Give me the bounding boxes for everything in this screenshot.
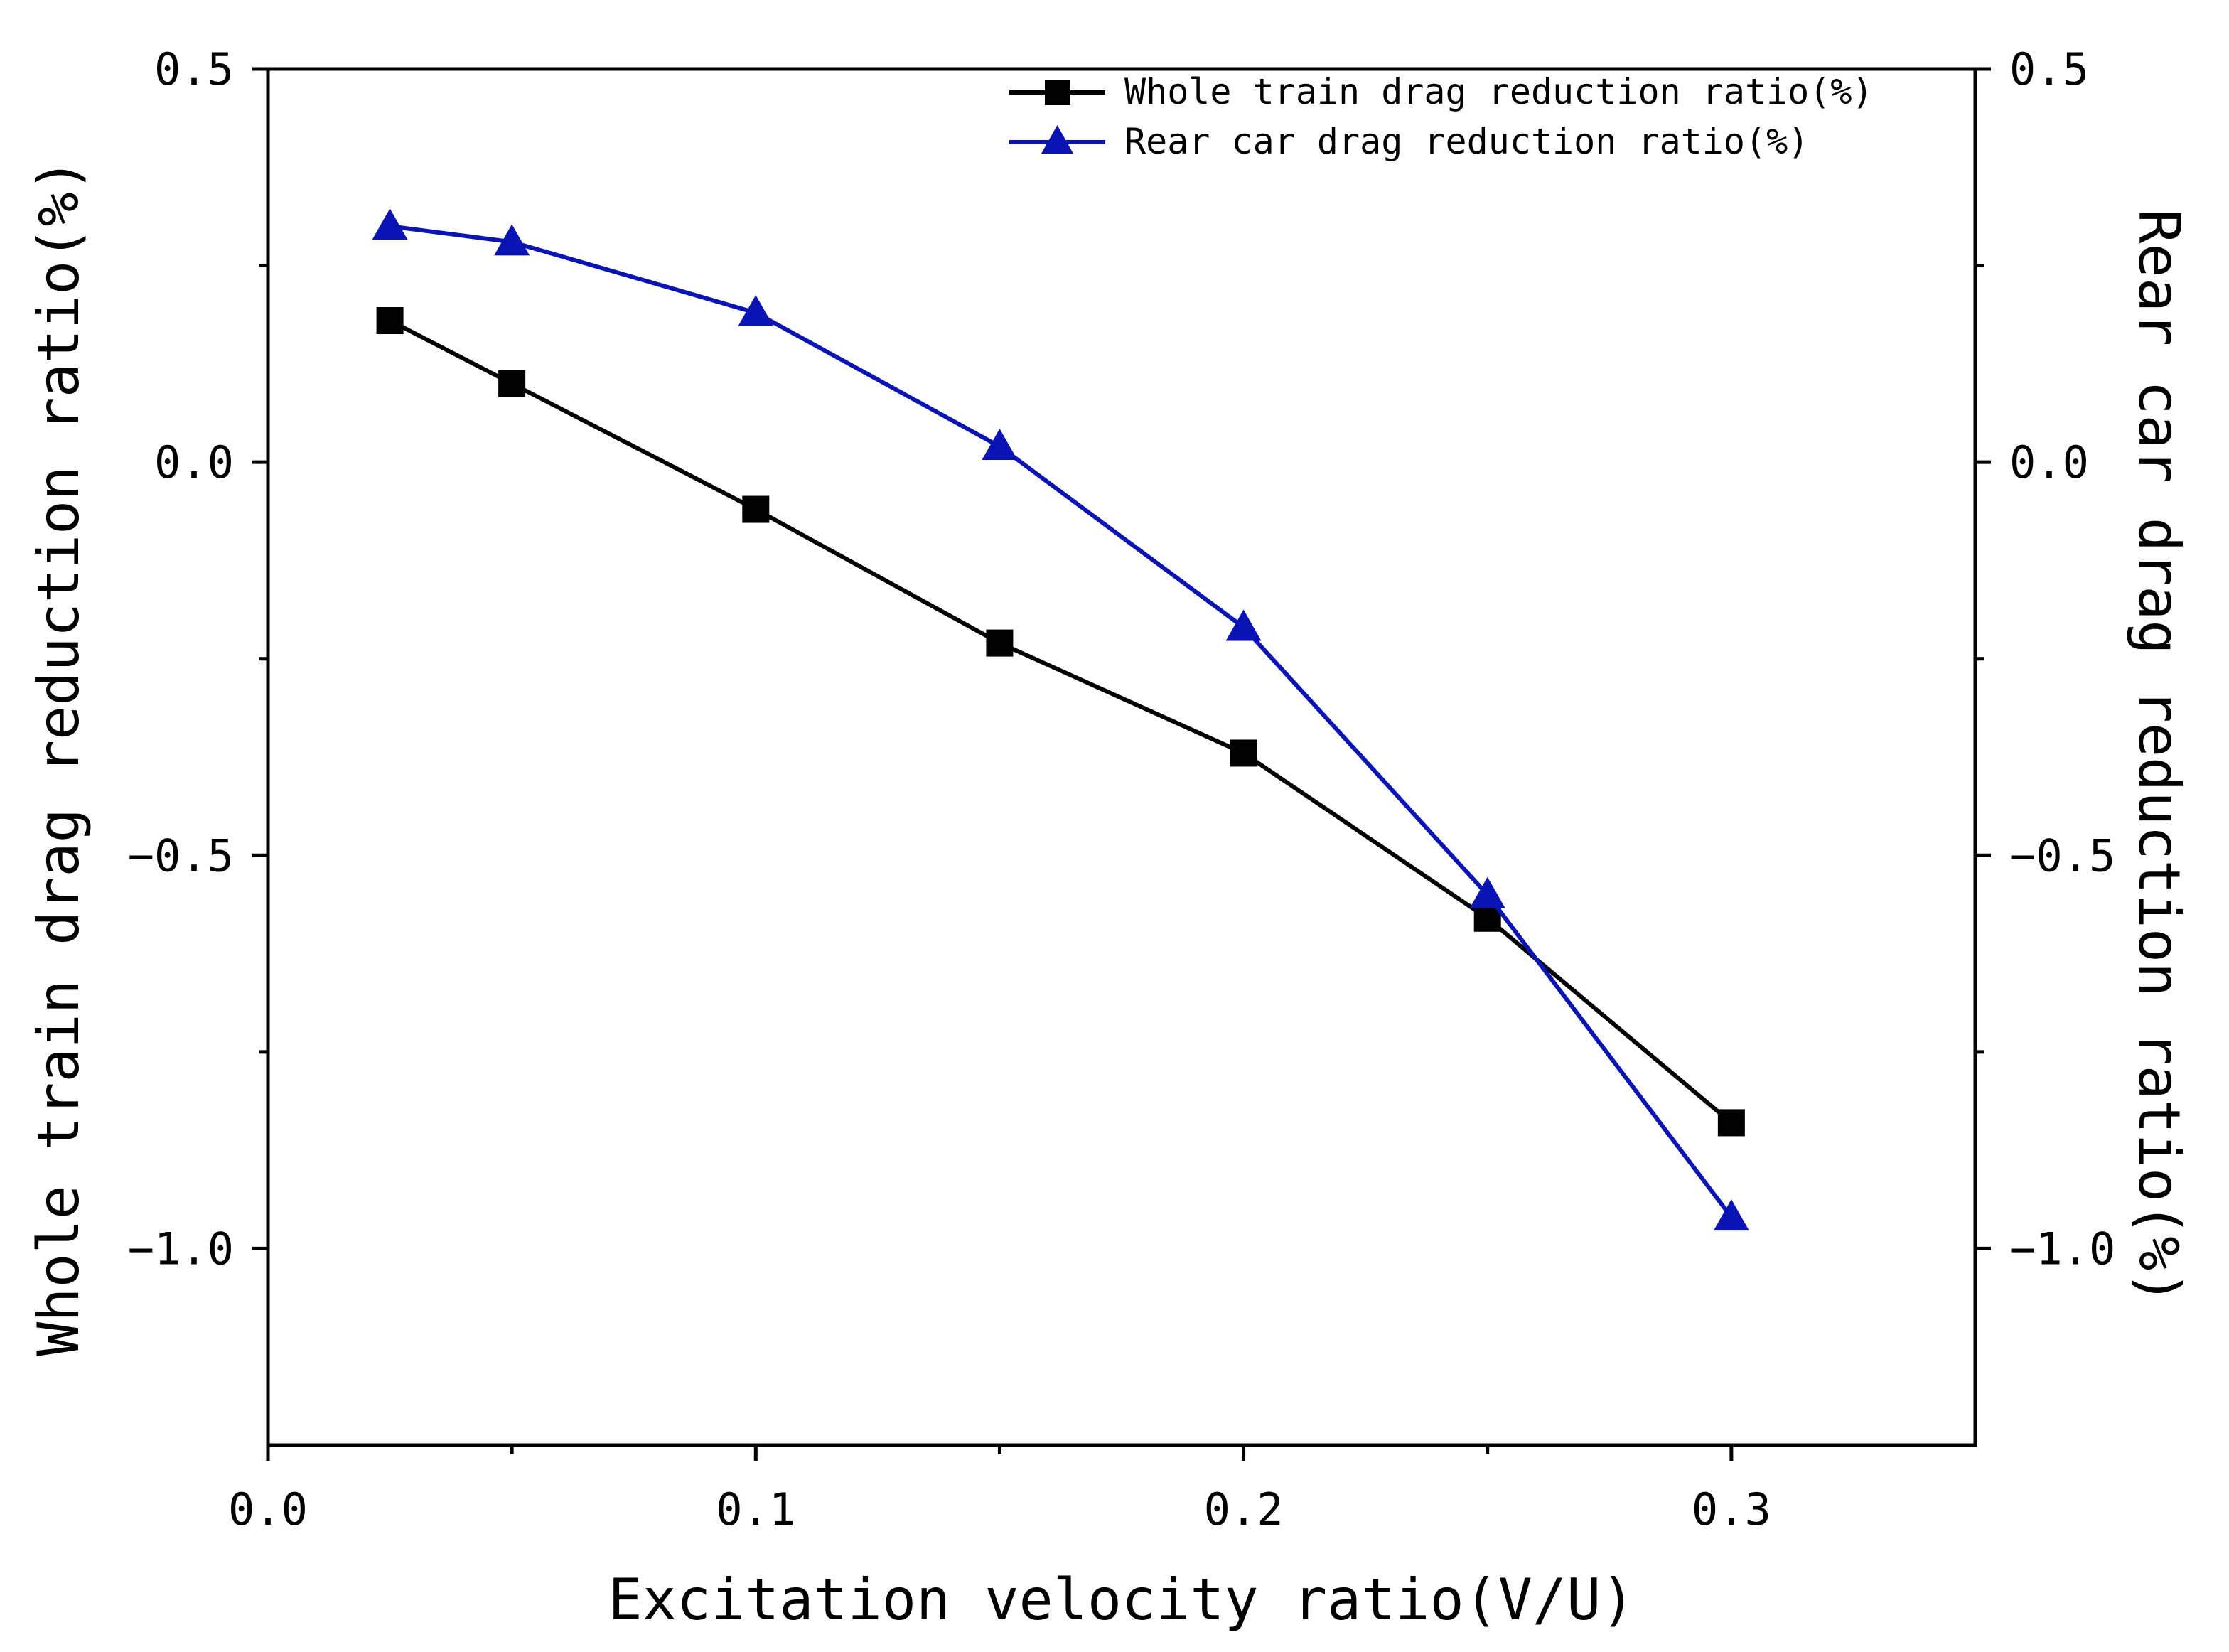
legend-item-whole-train[interactable]: Whole train drag reduction ratio(%) (1009, 71, 1874, 112)
y-right-tick-label: −0.5 (2009, 830, 2115, 881)
legend-label-whole-train: Whole train drag reduction ratio(%) (1124, 71, 1874, 112)
ticks (252, 67, 1991, 1461)
legend: Whole train drag reduction ratio(%) Rear… (1009, 71, 1874, 162)
data-point-whole-train (742, 495, 770, 523)
y-right-tick-label: 0.0 (2009, 436, 2089, 488)
x-tick-label: 0.3 (1692, 1484, 1771, 1535)
data-point-rear-car (738, 294, 774, 326)
legend-marker-triangle (1041, 125, 1073, 154)
data-point-whole-train (498, 370, 526, 397)
y-left-tick-label: 0.5 (154, 43, 234, 95)
x-tick-label: 0.1 (716, 1484, 795, 1535)
data-point-rear-car (982, 429, 1018, 461)
y-right-tick-label: −1.0 (2009, 1223, 2115, 1275)
right-y-axis-title: Rear car drag reduction ratio(%) (2126, 209, 2192, 1304)
data-point-rear-car (494, 224, 530, 256)
data-point-rear-car (372, 208, 408, 240)
data-point-rear-car (1469, 876, 1505, 908)
series-layer (372, 208, 1749, 1231)
data-point-rear-car (1713, 1199, 1749, 1231)
y-right-tick-label: 0.5 (2009, 43, 2089, 95)
x-tick-label: 0.2 (1204, 1484, 1284, 1535)
data-point-whole-train (1230, 739, 1257, 767)
x-axis-title: Excitation velocity ratio(V/U) (608, 1567, 1636, 1633)
x-tick-label: 0.0 (228, 1484, 308, 1535)
data-point-whole-train (986, 629, 1014, 657)
legend-label-rear-car: Rear car drag reduction ratio(%) (1124, 121, 1809, 162)
y-left-tick-label: 0.0 (154, 436, 234, 488)
y-left-tick-label: −0.5 (128, 830, 234, 881)
data-point-whole-train (376, 307, 404, 335)
y-left-tick-label: −1.0 (128, 1223, 234, 1275)
tick-labels: 0.0 0.1 0.2 0.3 0.5 0.5 0.0 0.0 −0.5 −0.5 −1.0 −1.0 (128, 43, 2116, 1535)
series-line-rear-car (390, 224, 1734, 1218)
left-y-axis-title: Whole train drag reduction ratio(%) (26, 158, 92, 1356)
data-point-rear-car (1225, 609, 1262, 641)
legend-item-rear-car[interactable]: Rear car drag reduction ratio(%) (1009, 121, 1809, 162)
data-point-whole-train (1717, 1109, 1745, 1137)
legend-marker-square (1045, 80, 1070, 105)
series-line-whole-train (389, 318, 1733, 1125)
plot-frame (266, 67, 1977, 1447)
